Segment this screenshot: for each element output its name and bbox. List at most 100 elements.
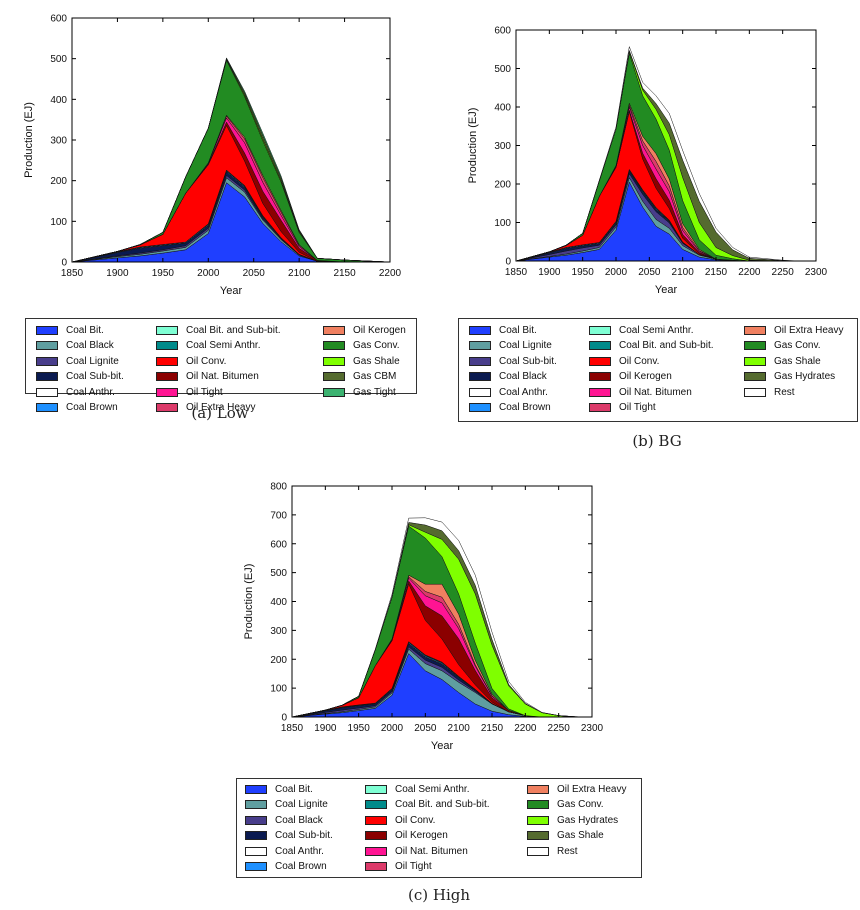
caption-high: (c) High [407, 886, 470, 904]
legend-swatch [469, 387, 491, 397]
x-tick-label: 1900 [314, 723, 337, 734]
legend-item-gas-conv: Gas Conv. [744, 339, 821, 353]
area-chart-high: 1850 1900 1950 2000 2050 2100 2150 2200 2250 2300… [243, 482, 604, 753]
legend-label: Oil Nat. Bitumen [186, 371, 259, 382]
legend-item-oil-nat-bitumen: Oil Nat. Bitumen [365, 844, 468, 858]
legend-swatch [469, 372, 491, 381]
legend-item-oil-tight: Oil Tight [365, 860, 432, 874]
legend-label: Oil Conv. [395, 814, 436, 826]
y-axis-label: Production (EJ) [467, 108, 479, 184]
x-tick-label: 2200 [738, 267, 761, 278]
legend-swatch [245, 800, 267, 809]
legend-item-oil-conv: Oil Conv. [156, 354, 226, 368]
legend-swatch [36, 403, 58, 412]
caption-low: (a) Low [191, 404, 249, 422]
x-tick-label: 1950 [572, 267, 595, 278]
legend-item-coal-anthr: Coal Anthr. [245, 844, 324, 858]
legend-label: Coal Semi Anthr. [395, 783, 470, 795]
x-tick-label: 2250 [772, 267, 795, 278]
y-tick-label: 400 [50, 95, 67, 106]
y-tick-label: 600 [50, 14, 67, 25]
y-tick-label: 0 [61, 258, 67, 269]
legend-item-rest: Rest [744, 385, 795, 399]
chart-panel-high: 1850 1900 1950 2000 2050 2100 2150 2200 2250 2300… [220, 470, 640, 770]
legend-label: Oil Tight [186, 386, 223, 398]
legend-swatch [36, 325, 58, 335]
legend-swatch [156, 403, 178, 412]
area-chart-low: 1850 1900 1950 2000 2050 2100 2150 2200 0 100 200 3… [23, 14, 402, 298]
legend-label: Coal Bit. [66, 324, 104, 336]
y-tick-label: 500 [494, 64, 511, 75]
y-tick-label: 600 [270, 539, 287, 550]
legend-low: Coal Bit. Coal Black Coal Lignite Coal Sub-… [25, 318, 417, 413]
legend-label: Coal Semi Anthr. [619, 324, 694, 336]
legend-label: Oil Kerogen [395, 830, 448, 841]
legend-swatch [365, 800, 387, 809]
legend-label: Coal Bit. [499, 324, 537, 336]
legend-swatch [365, 831, 387, 840]
x-tick-label: 2150 [705, 267, 728, 278]
legend-label: Gas Shale [353, 355, 400, 367]
legend-item-oil-conv: Oil Conv. [589, 354, 659, 368]
legend-swatch [744, 341, 766, 350]
legend-item-oil-conv: Oil Conv. [365, 813, 435, 827]
legend-item-coal-black: Coal Black [36, 339, 114, 353]
legend-label: Coal Bit. and Sub-bit. [186, 324, 281, 336]
x-tick-label: 2200 [514, 723, 537, 734]
legend-item-coal-semi-anthr: Coal Semi Anthr. [589, 323, 693, 337]
y-tick-label: 0 [281, 713, 287, 724]
caption-bg: (b) BG [632, 432, 682, 450]
legend-label: Coal Black [275, 814, 323, 826]
y-axis-label: Production (EJ) [243, 564, 255, 640]
legend-swatch [469, 356, 491, 366]
legend-swatch [527, 815, 549, 825]
legend-swatch [36, 356, 58, 366]
y-tick-label: 700 [270, 510, 287, 521]
legend-label: Gas Conv. [557, 799, 604, 810]
legend-item-coal-semi-anthr: Coal Semi Anthr. [156, 339, 260, 353]
chart-panel-bg: 1850 1900 1950 2000 2050 2100 2150 2200 2250 2300… [430, 0, 860, 310]
y-tick-label: 100 [270, 684, 287, 695]
y-tick-label: 200 [270, 655, 287, 666]
legend-swatch [36, 387, 58, 397]
legend-swatch [589, 341, 611, 350]
legend-label: Coal Black [66, 340, 114, 351]
legend-swatch [36, 372, 58, 381]
legend-swatch [245, 862, 267, 871]
legend-item-coal-sub-bit: Coal Sub-bit. [245, 829, 333, 843]
stack-areas-high [291, 517, 593, 718]
legend-label: Coal Black [499, 371, 547, 382]
legend-item-coal-anthr: Coal Anthr. [469, 385, 548, 399]
x-tick-label: 2050 [638, 267, 661, 278]
legend-item-coal-bit-and-sub-bit: Coal Bit. and Sub-bit. [365, 798, 490, 812]
x-tick-label: 2300 [805, 267, 828, 278]
legend-label: Coal Brown [499, 402, 551, 413]
legend-label: Oil Conv. [186, 355, 227, 367]
area-chart-bg: 1850 1900 1950 2000 2050 2100 2150 2200 2250 2300… [467, 26, 828, 297]
legend-label: Oil Tight [619, 402, 656, 413]
legend-item-gas-shale: Gas Shale [527, 829, 604, 843]
legend-swatch [744, 325, 766, 335]
legend-swatch [365, 862, 387, 871]
legend-swatch [245, 815, 267, 825]
legend-swatch [527, 784, 549, 794]
legend-item-gas-hydrates: Gas Hydrates [744, 370, 835, 384]
x-tick-label: 1900 [538, 267, 561, 278]
legend-swatch [36, 341, 58, 350]
x-tick-label: 2100 [288, 268, 311, 279]
x-tick-label: 1850 [281, 723, 304, 734]
legend-label: Coal Sub-bit. [275, 830, 333, 841]
legend-label: Rest [557, 845, 578, 857]
legend-label: Gas Shale [774, 355, 821, 367]
legend-swatch [365, 784, 387, 794]
y-tick-label: 100 [494, 218, 511, 229]
y-tick-label: 200 [494, 180, 511, 191]
x-tick-label: 2050 [243, 268, 266, 279]
x-tick-label: 2200 [379, 268, 402, 279]
legend-label: Gas Hydrates [774, 371, 836, 382]
legend-swatch [527, 846, 549, 856]
legend-bg: Coal Bit. Coal Lignite Coal Sub-bit. Coal B… [458, 318, 858, 422]
legend-item-oil-tight: Oil Tight [589, 401, 656, 415]
legend-label: Coal Bit. and Sub-bit. [619, 340, 714, 351]
legend-item-gas-hydrates: Gas Hydrates [527, 813, 618, 827]
